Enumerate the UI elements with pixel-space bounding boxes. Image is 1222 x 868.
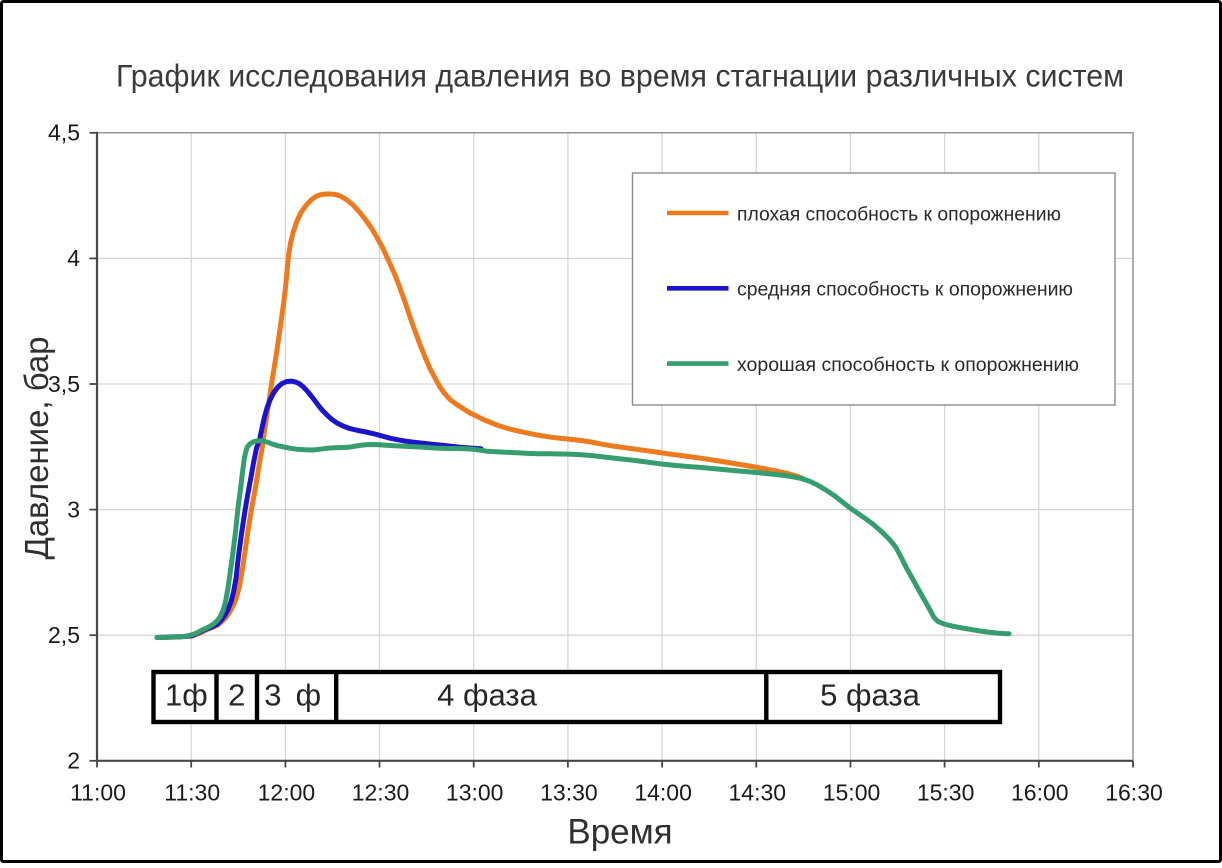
svg-text:4 фаза: 4 фаза bbox=[437, 678, 537, 713]
svg-text:11:30: 11:30 bbox=[164, 780, 220, 806]
svg-text:3 ф: 3 ф bbox=[264, 678, 321, 713]
svg-text:2,5: 2,5 bbox=[48, 622, 80, 648]
svg-text:График исследования давления в: График исследования давления во время ст… bbox=[116, 57, 1124, 93]
svg-text:13:30: 13:30 bbox=[540, 780, 598, 806]
svg-text:4,5: 4,5 bbox=[48, 120, 80, 146]
svg-text:11:00: 11:00 bbox=[70, 780, 126, 806]
svg-text:3: 3 bbox=[67, 496, 80, 522]
svg-text:2: 2 bbox=[228, 678, 245, 713]
svg-text:15:30: 15:30 bbox=[917, 780, 975, 806]
svg-text:16:00: 16:00 bbox=[1011, 780, 1069, 806]
svg-text:12:30: 12:30 bbox=[352, 780, 410, 806]
svg-text:12:00: 12:00 bbox=[258, 780, 316, 806]
svg-text:1ф: 1ф bbox=[165, 678, 208, 713]
svg-text:4: 4 bbox=[67, 245, 80, 271]
svg-text:13:00: 13:00 bbox=[446, 780, 504, 806]
svg-text:16:30: 16:30 bbox=[1105, 780, 1163, 806]
svg-text:Давление, бар: Давление, бар bbox=[19, 337, 56, 560]
svg-text:15:00: 15:00 bbox=[823, 780, 881, 806]
svg-text:плохая способность к опорожнен: плохая способность к опорожнению bbox=[737, 204, 1061, 226]
svg-text:5 фаза: 5 фаза bbox=[820, 678, 920, 713]
svg-text:14:30: 14:30 bbox=[729, 780, 787, 806]
svg-text:средняя способность к опорожне: средняя способность к опорожнению bbox=[737, 279, 1073, 301]
svg-text:Время: Время bbox=[567, 813, 672, 852]
svg-text:2: 2 bbox=[67, 748, 80, 774]
svg-text:хорошая способность к опорожне: хорошая способность к опорожнению bbox=[737, 354, 1079, 376]
svg-text:3,5: 3,5 bbox=[48, 371, 80, 397]
svg-text:14:00: 14:00 bbox=[634, 780, 692, 806]
